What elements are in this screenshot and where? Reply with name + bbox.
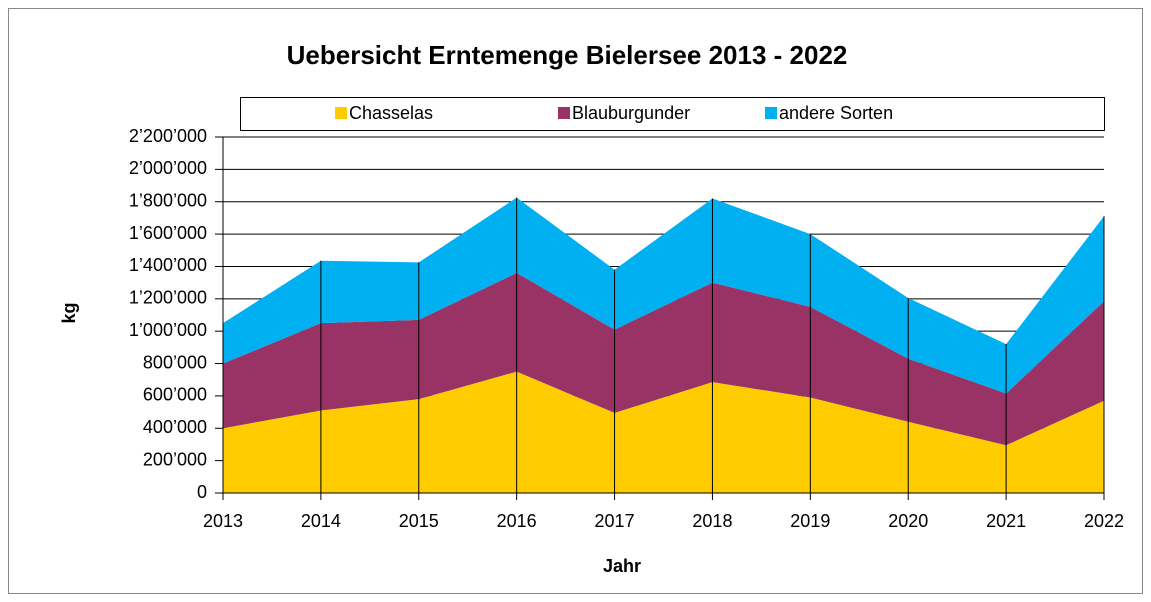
x-tick-label: 2022	[1084, 511, 1124, 531]
legend-box	[240, 97, 1105, 131]
x-axis-label: Jahr	[603, 556, 641, 576]
y-tick-label: 1’800’000	[129, 190, 207, 210]
y-tick-label: 1’600’000	[129, 223, 207, 243]
area	[223, 197, 1104, 394]
legend-label: Blauburgunder	[572, 103, 690, 123]
y-axis-label: kg	[59, 302, 79, 323]
area	[223, 272, 1104, 446]
chart-title: Uebersicht Erntemenge Bielersee 2013 - 2…	[287, 40, 848, 70]
y-tick-label: 800’000	[143, 352, 207, 372]
legend-swatch	[765, 107, 777, 119]
y-tick-label: 1’400’000	[129, 255, 207, 275]
chart-border	[8, 8, 1143, 594]
x-tick-label: 2018	[692, 511, 732, 531]
y-tick-label: 1’000’000	[129, 320, 207, 340]
x-tick-label: 2014	[301, 511, 341, 531]
x-tick-label: 2021	[986, 511, 1026, 531]
y-tick-label: 200’000	[143, 449, 207, 469]
legend-label: Chasselas	[349, 103, 433, 123]
legend-swatch	[558, 107, 570, 119]
y-tick-label: 0	[197, 482, 207, 502]
y-tick-label: 400’000	[143, 417, 207, 437]
x-tick-label: 2020	[888, 511, 928, 531]
x-tick-label: 2017	[595, 511, 635, 531]
y-tick-label: 2’200’000	[129, 126, 207, 146]
y-tick-label: 2’000’000	[129, 158, 207, 178]
legend-swatch	[335, 107, 347, 119]
y-tick-label: 600’000	[143, 385, 207, 405]
legend-label: andere Sorten	[779, 103, 893, 123]
x-tick-label: 2013	[203, 511, 243, 531]
x-tick-label: 2015	[399, 511, 439, 531]
area	[223, 371, 1104, 493]
y-tick-label: 1’200’000	[129, 288, 207, 308]
x-tick-label: 2016	[497, 511, 537, 531]
x-tick-label: 2019	[790, 511, 830, 531]
